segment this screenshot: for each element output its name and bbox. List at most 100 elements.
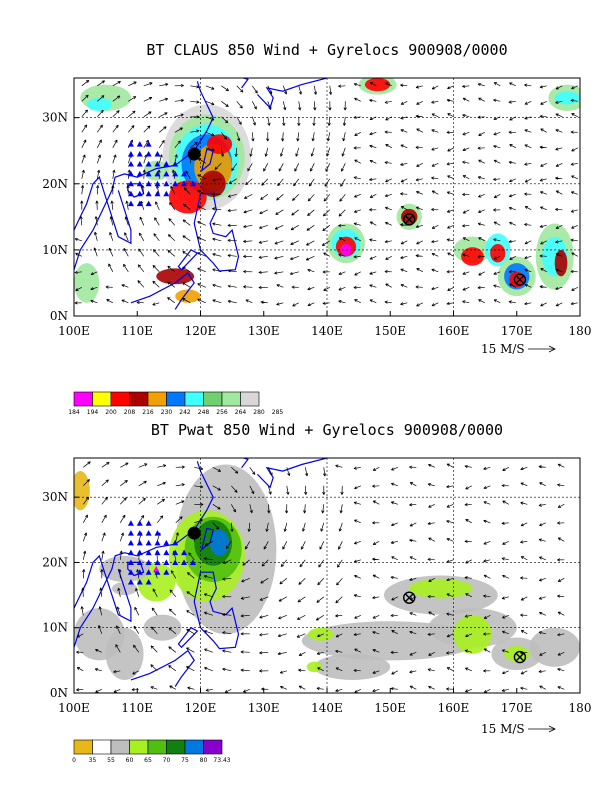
wind-vector (539, 178, 547, 182)
wind-vector (409, 556, 417, 561)
wind-vector (263, 163, 269, 172)
wind-vector (520, 482, 528, 487)
wind-vector (190, 129, 200, 133)
wind-vector (170, 185, 176, 195)
field-shading (314, 653, 391, 680)
wind-vector (415, 224, 423, 229)
wind-vector (292, 302, 299, 307)
wind-vector (96, 185, 100, 195)
wind-vector (557, 686, 565, 690)
wind-vector (369, 177, 377, 182)
wind-vector (311, 132, 315, 142)
wind-vector (315, 615, 324, 621)
wind-vector (409, 651, 417, 656)
wind-vector (99, 587, 103, 597)
wind-vector (279, 147, 284, 157)
wind-vector (143, 125, 151, 133)
wind-vector (384, 193, 392, 198)
wind-vector (169, 589, 177, 598)
wind-vector (339, 194, 346, 202)
wind-vector (400, 144, 408, 149)
wind-vector (570, 209, 578, 213)
wind-vector (182, 266, 191, 273)
wind-vector (428, 651, 435, 656)
track-marker-triangle (145, 160, 152, 167)
wind-vector (520, 613, 528, 617)
wind-vector (119, 550, 123, 560)
track-marker-triangle (136, 539, 143, 546)
wind-vector (186, 666, 195, 672)
wind-vector (182, 219, 191, 226)
wind-vector (326, 132, 331, 142)
colorbar-swatch (92, 739, 112, 755)
field-shading (401, 208, 418, 225)
wind-vector (283, 522, 288, 532)
wind-vector (508, 130, 516, 134)
wind-vector (391, 522, 398, 527)
wind-vector (427, 668, 435, 672)
wind-vector (222, 667, 232, 672)
wind-vector (258, 224, 268, 229)
wind-vector (555, 286, 563, 290)
wind-vector (297, 614, 306, 620)
wind-vector (227, 253, 237, 258)
track-marker-triangle (136, 160, 143, 167)
wind-vector (96, 139, 102, 148)
wind-vector (555, 302, 563, 307)
wind-vector (571, 224, 578, 229)
wind-vector (409, 670, 417, 674)
wind-vector (415, 254, 423, 258)
wind-vector (524, 302, 532, 306)
wind-vector (338, 541, 343, 550)
wind-vector (400, 268, 408, 273)
colorbar-label: 80 (200, 757, 208, 764)
wind-vector (290, 255, 299, 260)
track-marker-triangle (153, 565, 160, 572)
colorbar-swatch (166, 739, 186, 755)
wind-vector (539, 254, 547, 258)
wind-vector (520, 522, 528, 527)
colorbar-label: 184 (68, 409, 80, 416)
wind-vector (142, 169, 146, 179)
wind-vector (427, 594, 435, 599)
wind-vector (502, 500, 509, 505)
wind-vector (353, 559, 361, 563)
wind-vector (81, 587, 85, 597)
colorbar-label: 248 (198, 409, 210, 416)
wind-vector (338, 223, 346, 228)
wind-vector (243, 688, 250, 693)
coastline (193, 193, 240, 272)
wind-vector (297, 116, 301, 126)
wind-vector (557, 463, 565, 468)
wind-vector (400, 255, 408, 259)
wind-vector (539, 522, 546, 527)
wind-vector (137, 280, 145, 288)
wind-vector (97, 80, 106, 87)
y-tick-label: 20N (42, 177, 68, 191)
wind-vector (571, 85, 578, 90)
wind-vector (307, 302, 315, 307)
wind-vector (194, 466, 204, 471)
wind-vector (153, 233, 160, 242)
wind-vector (81, 154, 86, 164)
wind-vector (251, 132, 255, 142)
wind-vector (557, 611, 565, 616)
wind-vector (478, 299, 485, 304)
wind-vector (369, 144, 377, 149)
wind-vector (222, 612, 232, 617)
wind-vector (483, 669, 491, 673)
gyre-location-circled-x (513, 650, 527, 664)
wind-vector (502, 670, 509, 675)
track-marker-triangle (163, 160, 170, 167)
wind-vector (265, 522, 269, 532)
wind-vector (174, 127, 183, 133)
wind-vector (327, 116, 331, 126)
wind-vector (493, 255, 501, 260)
track-marker-triangle (163, 170, 170, 177)
wind-vector (524, 283, 532, 288)
wind-vector (353, 501, 361, 505)
wind-vector (204, 666, 213, 672)
wind-vector (100, 569, 104, 579)
wind-vector (354, 485, 361, 490)
